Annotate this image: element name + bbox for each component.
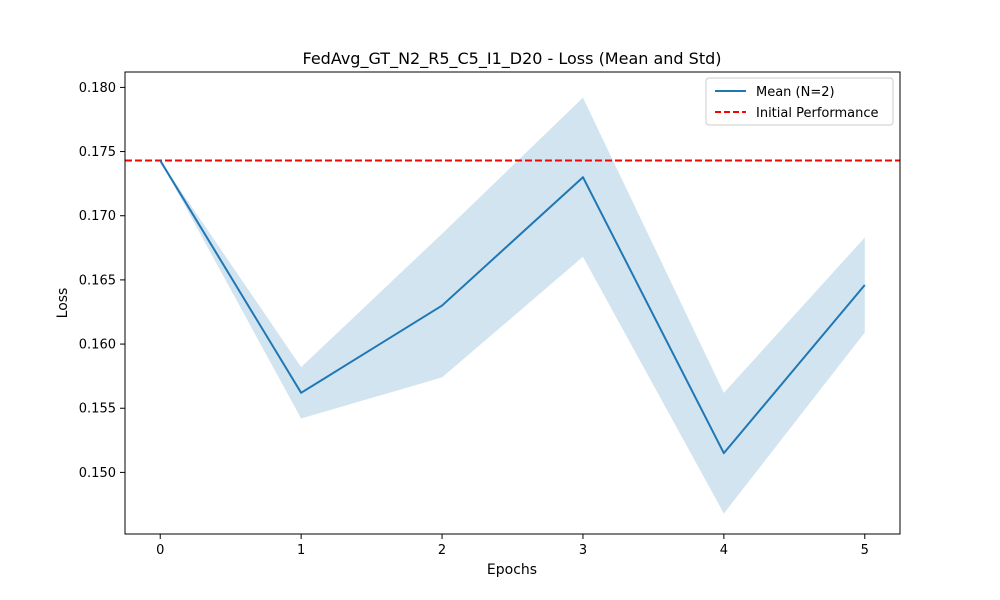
mean-line <box>159 160 866 455</box>
x-axis-label: Epochs <box>487 562 537 578</box>
x-tick-label: 4 <box>720 543 728 558</box>
legend-mean-label: Mean (N=2) <box>756 85 835 100</box>
x-tick-label: 3 <box>579 543 587 558</box>
legend: Mean (N=2) Initial Performance <box>705 77 894 126</box>
legend-box <box>705 77 894 126</box>
y-tick-label: 0.165 <box>79 273 116 288</box>
x-tick-label: 0 <box>156 543 164 558</box>
x-tick-label: 1 <box>297 543 305 558</box>
axis-ticks: 0 1 2 3 4 5 0.150 0.155 0.160 0.165 0.170 0.175 0.18… <box>79 81 869 558</box>
y-axis-label: Loss <box>55 288 71 319</box>
y-tick-label: 0.150 <box>79 466 116 481</box>
chart-title: FedAvg_GT_N2_R5_C5_I1_D20 - Loss (Mean a… <box>303 49 722 69</box>
plot-frame <box>124 71 901 535</box>
plot-area <box>125 97 900 514</box>
x-tick-label: 5 <box>861 543 869 558</box>
legend-initial-label: Initial Performance <box>756 106 878 121</box>
y-tick-label: 0.155 <box>79 402 116 417</box>
std-band-area <box>160 97 865 514</box>
y-tick-label: 0.160 <box>79 338 116 353</box>
y-tick-label: 0.175 <box>79 145 116 160</box>
x-tick-label: 2 <box>438 543 446 558</box>
y-tick-label: 0.180 <box>79 81 116 96</box>
y-tick-label: 0.170 <box>79 209 116 224</box>
